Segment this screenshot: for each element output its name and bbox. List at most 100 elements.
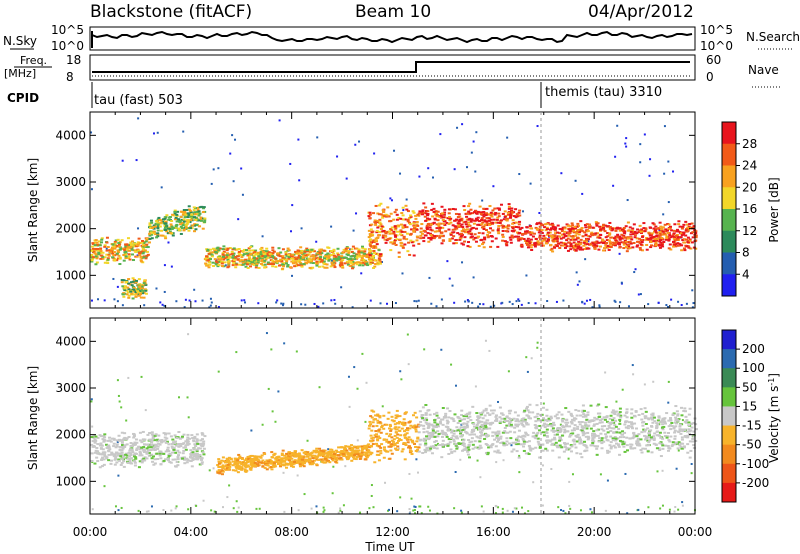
power-echo-cell [161,234,165,237]
power-speckle [112,277,115,280]
velocity-echo-cell [408,427,412,430]
velocity-speckle [567,457,570,460]
power-echo-cell [111,256,115,259]
velocity-ground-scatter [560,509,563,512]
velocity-echo-cell [322,458,326,461]
power-echo-cell [425,226,429,229]
power-echo-cell [399,217,403,220]
power-speckle [461,261,464,264]
power-echo-cell [394,208,398,211]
velocity-echo-cell [369,453,373,456]
power-echo-cell [517,211,521,214]
velocity-speckle [507,370,510,373]
power-echo-cell [584,226,588,229]
power-echo-cell [361,247,365,250]
power-echo-cell [108,250,112,253]
velocity-echo-cell [336,454,340,457]
velocity-echo-cell [369,434,373,437]
power-echo-cell [440,205,444,208]
power-echo-cell [191,224,195,227]
velocity-echo-cell [122,455,126,458]
velocity-echo-cell [132,433,136,436]
velocity-echo-cell [674,418,678,421]
velocity-echo-cell [417,423,421,426]
power-echo-cell [485,217,489,220]
velocity-echo-cell [298,462,302,465]
power-echo-cell [521,232,525,235]
power-echo-cell [670,229,674,232]
velocity-echo-cell [314,455,318,458]
power-echo-cell [622,243,626,246]
velocity-echo-cell [395,409,399,412]
power-echo-cell [127,294,131,297]
velocity-ground-scatter [258,507,261,510]
power-echo-cell [463,236,467,239]
power-echo-cell [563,246,567,249]
power-echo-cell [90,259,94,262]
power-echo-cell [567,241,571,244]
power-echo-cell [491,221,495,224]
velocity-echo-cell [404,443,408,446]
velocity-echo-cell [249,463,253,466]
velocity-echo-cell [240,468,244,471]
power-echo-cell [622,235,626,238]
power-echo-cell [272,260,276,263]
velocity-echo-cell [340,458,344,461]
velocity-echo-cell [300,460,304,463]
power-speckle [522,210,525,213]
power-echo-cell [249,265,253,268]
power-echo-cell [437,222,441,225]
velocity-echo-cell [468,411,472,414]
velocity-echo-cell [137,466,141,469]
power-echo-cell [485,223,489,226]
power-echo-cell [542,239,546,242]
power-echo-cell [504,242,508,245]
power-echo-cell [117,242,121,245]
power-echo-cell [340,256,344,259]
power-echo-cell [379,202,383,205]
velocity-echo-cell [93,438,97,441]
power-echo-cell [552,228,556,231]
power-echo-cell [418,210,422,213]
power-speckle [584,258,587,261]
power-echo-cell [368,243,372,246]
power-echo-cell [626,236,630,239]
power-echo-cell [593,246,597,249]
power-speckle [581,192,584,195]
velocity-echo-cell [90,436,94,439]
velocity-echo-cell [394,414,398,417]
power-echo-cell [111,252,115,255]
velocity-echo-cell [296,461,300,464]
velocity-ground-scatter [114,505,117,508]
power-echo-cell [99,249,103,252]
velocity-speckle [118,400,121,403]
power-echo-cell [295,263,299,266]
power-echo-cell [185,209,189,212]
velocity-echo-cell [193,435,197,438]
power-echo-cell [303,250,307,253]
power-echo-cell [242,248,246,251]
power-ground-scatter [508,300,511,303]
power-echo-cell [644,227,648,230]
power-echo-cell [477,231,481,234]
velocity-echo-cell [201,433,205,436]
velocity-ground-scatter [236,510,239,513]
velocity-echo-cell [323,455,327,458]
velocity-echo-cell [392,438,396,441]
power-echo-cell [116,238,120,241]
power-echo-cell [392,232,396,235]
power-echo-cell [516,237,520,240]
power-echo-cell [681,231,685,234]
velocity-echo-cell [109,462,113,465]
velocity-echo-cell [375,442,379,445]
power-echo-cell [372,266,376,269]
power-echo-cell [469,236,473,239]
velocity-echo-cell [138,454,142,457]
velocity-echo-cell [108,439,112,442]
power-echo-cell [485,220,489,223]
power-echo-cell [319,256,323,259]
power-echo-cell [416,224,420,227]
power-echo-cell [326,253,330,256]
power-echo-cell [689,232,693,235]
power-echo-cell [419,237,423,240]
